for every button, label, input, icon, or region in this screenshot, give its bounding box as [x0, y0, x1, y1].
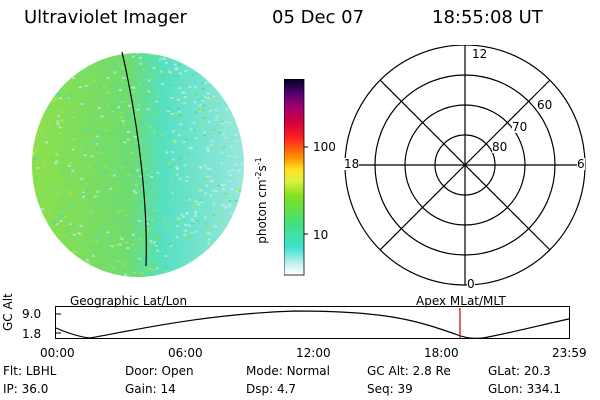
x-tick-2359: 23:59 [552, 346, 587, 360]
altitude-curve [55, 310, 570, 339]
date-label: 05 Dec 07 [272, 7, 365, 28]
x-tick-1800: 18:00 [424, 346, 459, 360]
status-seq-label: Seq: [367, 382, 394, 396]
geographic-title: Geographic Lat/Lon [70, 294, 188, 308]
colorbar-units-mid: s [254, 165, 269, 172]
x-tick-1200: 12:00 [296, 346, 331, 360]
status-glat-label: GLat: [488, 364, 521, 378]
status-flt-label: Flt: [3, 364, 22, 378]
status-ip-value: 36.0 [21, 382, 49, 396]
colorbar-tick-100: 100 [313, 140, 336, 154]
colorbar-units-exp2: -1 [253, 157, 263, 166]
colorbar-units-main: photon cm [254, 179, 269, 244]
mlt-label-18: 18 [344, 157, 360, 171]
colorbar-units-exp1: -2 [253, 171, 263, 180]
apex-title: Apex MLat/MLT [416, 294, 506, 308]
time-label: 18:55:08 UT [432, 7, 543, 28]
gc-alt-axis-label: GC Alt [1, 293, 15, 331]
terminator-line [121, 51, 147, 267]
status-flt: Flt: LBHL [3, 365, 56, 377]
status-ip: IP: 36.0 [3, 383, 48, 395]
status-gain-value: 14 [160, 382, 176, 396]
status-glat: GLat: 20.3 [488, 365, 551, 377]
status-gain: Gain: 14 [125, 383, 176, 395]
mlt-label-0: 0 [467, 277, 475, 291]
status-ip-label: IP: [3, 382, 18, 396]
uv-image-disk [32, 51, 244, 277]
status-gcalt: GC Alt: 2.8 Re [367, 365, 451, 377]
altitude-plot [55, 306, 570, 339]
y-min-label: 1.8 [22, 327, 42, 341]
status-glon-value: 334.1 [526, 382, 561, 396]
lat-label-80: 80 [492, 140, 508, 154]
status-seq-value: 39 [397, 382, 413, 396]
lat-label-60: 60 [537, 98, 553, 112]
status-door-label: Door: [125, 364, 158, 378]
status-door-value: Open [161, 364, 194, 378]
status-seq: Seq: 39 [367, 383, 413, 395]
colorbar-units-label: photon cm-2s-1 [253, 157, 269, 244]
mlt-label-6: 6 [577, 157, 585, 171]
status-glon: GLon: 334.1 [488, 383, 561, 395]
x-tick-0600: 06:00 [168, 346, 203, 360]
polar-mlt-grid [344, 45, 586, 286]
status-glat-value: 20.3 [523, 364, 551, 378]
status-gain-label: Gain: [125, 382, 157, 396]
status-dsp: Dsp: 4.7 [246, 383, 296, 395]
mlt-label-12: 12 [472, 47, 488, 61]
status-flt-value: LBHL [25, 364, 57, 378]
status-dsp-value: 4.7 [276, 382, 297, 396]
altitude-plot-frame [55, 306, 570, 339]
status-mode: Mode: Normal [246, 365, 330, 377]
status-dsp-label: Dsp: [246, 382, 274, 396]
status-door: Door: Open [125, 365, 194, 377]
status-gcalt-value: 2.8 Re [412, 364, 451, 378]
y-max-label: 9.0 [22, 307, 42, 321]
status-glon-label: GLon: [488, 382, 523, 396]
lat-label-70: 70 [512, 120, 528, 134]
colorbar-tick-10: 10 [313, 228, 329, 242]
status-mode-value: Normal [286, 364, 330, 378]
status-mode-label: Mode: [246, 364, 283, 378]
status-gcalt-label: GC Alt: [367, 364, 409, 378]
instrument-title: Ultraviolet Imager [24, 7, 187, 28]
colorbar [284, 79, 308, 276]
x-tick-0000: 00:00 [40, 346, 75, 360]
